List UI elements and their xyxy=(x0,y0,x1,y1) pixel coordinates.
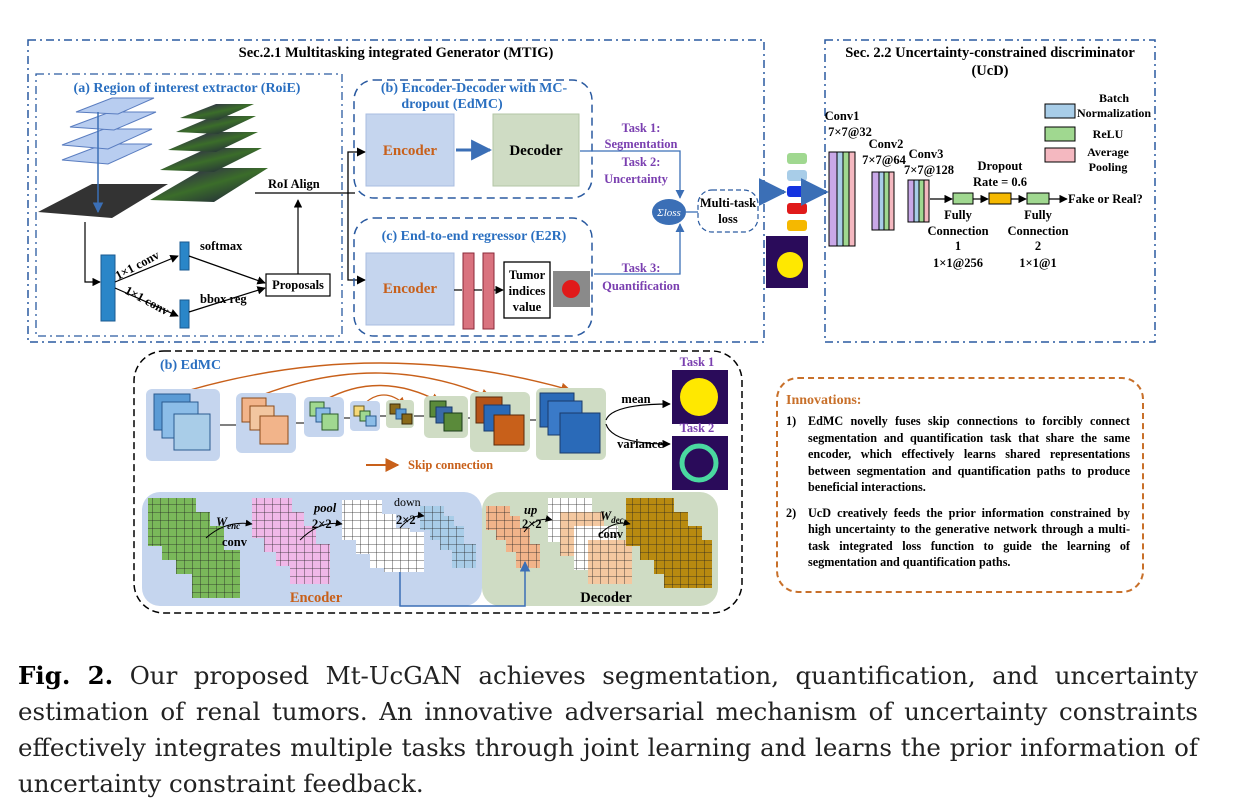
fc1-label-1: Fully xyxy=(944,208,973,222)
task1-label: Task 1: xyxy=(622,121,661,135)
edmc-title-1: (b) Encoder-Decoder with MC- xyxy=(381,81,568,96)
fc2-spec: 1×1@1 xyxy=(1019,256,1057,270)
w-dec-label: Wdec xyxy=(600,509,624,525)
legend-label-relu: ReLU xyxy=(1093,127,1124,141)
sigma-loss-node xyxy=(652,199,686,225)
up-label: up xyxy=(524,503,537,517)
ucd-title-2: (UcD) xyxy=(971,63,1008,79)
innovations-box: Innovations: 1) EdMC novelly fuses skip … xyxy=(776,377,1144,593)
e2r-title: (c) End-to-end regressor (E2R) xyxy=(382,229,567,244)
mean-label: mean xyxy=(621,392,650,406)
task3-label: Task 3: xyxy=(622,261,661,275)
bbox-reg-label: bbox reg xyxy=(200,292,247,306)
dropout-rate: Rate = 0.6 xyxy=(973,175,1027,189)
e2r-encoder-block xyxy=(365,252,455,326)
task2-output-label: Task 2 xyxy=(680,421,715,435)
decoder-grids xyxy=(486,498,712,588)
sigma-loss-label: Σloss xyxy=(656,207,681,219)
task1-output-label: Task 1 xyxy=(680,355,715,369)
encoder-block xyxy=(365,113,455,187)
innovation-text: UcD creatively feeds the prior informati… xyxy=(808,505,1130,570)
down-size: 2×2 xyxy=(396,513,416,527)
legend-swatch-relu xyxy=(1044,126,1076,142)
softmax-label: softmax xyxy=(200,239,243,253)
w-enc-label: Wenc xyxy=(216,515,240,531)
legend-label-bn-2: Normalization xyxy=(1077,106,1151,120)
conv1-spec: 7×7@32 xyxy=(828,125,872,139)
task2-label: Task 2: xyxy=(622,155,661,169)
mtig-title: Sec.2.1 Multitasking integrated Generato… xyxy=(239,45,554,61)
conv3-label: Conv3 xyxy=(909,147,944,161)
edmc-detail: (b) EdMC mean variance Task 1 Task xyxy=(133,350,743,614)
edmc-title-2: dropout (EdMC) xyxy=(401,97,503,112)
encoder-grids xyxy=(148,498,476,598)
ucd-section: Sec. 2.2 Uncertainty-constrained discrim… xyxy=(824,39,1156,343)
conv2-spec: 7×7@64 xyxy=(862,153,907,167)
innovation-item: 1) EdMC novelly fuses skip connections t… xyxy=(786,413,1130,496)
dropout-label: Dropout xyxy=(978,159,1024,173)
figure-caption: Fig. 2. Our proposed Mt-UcGAN achieves s… xyxy=(18,658,1198,802)
ucd-input xyxy=(758,153,829,288)
output-label: Fake or Real? xyxy=(1068,192,1143,206)
innovation-item: 2) UcD creatively feeds the prior inform… xyxy=(786,505,1130,571)
fc2-label-1: Fully xyxy=(1024,208,1053,222)
multitask-label-1: Multi-task xyxy=(700,196,756,210)
rpn-conv-block xyxy=(100,254,116,322)
quantification-label: Quantification xyxy=(602,279,680,293)
legend-label-bn-1: Batch xyxy=(1099,91,1129,105)
architecture-diagram: Sec.2.1 Multitasking integrated Generato… xyxy=(27,39,1156,614)
uncertainty-label: Uncertainty xyxy=(604,172,669,186)
e2r-encoder-label: Encoder xyxy=(383,281,438,297)
edmc-detail-title: (b) EdMC xyxy=(160,358,221,373)
conv-bottom-label: 1×1 conv xyxy=(123,283,172,318)
skip-legend-label: Skip connection xyxy=(408,458,493,472)
caption-label: Fig. 2. xyxy=(18,661,114,690)
caption-text: Our proposed Mt-UcGAN achieves segmentat… xyxy=(18,661,1198,798)
decoder-panel-label: Decoder xyxy=(580,590,632,606)
feature-pyramid xyxy=(38,97,268,218)
decoder-label: Decoder xyxy=(509,143,563,159)
legend-label-pool-1: Average xyxy=(1087,145,1129,159)
tumor-label-1: Tumor xyxy=(509,268,546,282)
legend-label-pool-2: Pooling xyxy=(1089,160,1128,174)
up-size: 2×2 xyxy=(522,517,542,531)
enc-conv-label: conv xyxy=(222,535,248,549)
conv2-label: Conv2 xyxy=(869,137,904,151)
conv1-label: Conv1 xyxy=(825,109,860,123)
down-label: down xyxy=(394,495,421,509)
legend-swatch-bn xyxy=(1044,103,1076,119)
proposals-label: Proposals xyxy=(272,278,324,292)
innovation-number: 1) xyxy=(786,414,797,428)
multitask-loss-box xyxy=(697,189,759,233)
multitask-label-2: loss xyxy=(718,212,738,226)
encoder-label: Encoder xyxy=(383,143,438,159)
e2r-module: (c) End-to-end regressor (E2R) Encoder T… xyxy=(353,217,593,337)
pool-label: pool xyxy=(313,501,337,515)
fc1-label-2: Connection xyxy=(927,224,988,238)
ucd-title-1: Sec. 2.2 Uncertainty-constrained discrim… xyxy=(845,45,1135,61)
dec-conv-label: conv xyxy=(598,527,624,541)
roie-module: (a) Region of interest extractor (RoiE) … xyxy=(35,73,355,337)
fc2-label-3: 2 xyxy=(1035,239,1041,253)
tumor-indices-box xyxy=(503,261,551,319)
fc1-spec: 1×1@256 xyxy=(933,256,983,270)
tumor-label-3: value xyxy=(513,300,542,314)
fc1-label-3: 1 xyxy=(955,239,961,253)
encoder-panel-label: Encoder xyxy=(290,590,343,606)
conv3-spec: 7×7@128 xyxy=(904,163,954,177)
fc2-label-2: Connection xyxy=(1007,224,1068,238)
pool-size: 2×2 xyxy=(312,517,332,531)
roi-align-label: RoI Align xyxy=(268,177,320,191)
legend-swatch-pool xyxy=(1044,147,1076,163)
decoder-block xyxy=(492,113,580,187)
roie-title: (a) Region of interest extractor (RoiE) xyxy=(74,81,301,96)
innovation-text: EdMC novelly fuses skip connections to f… xyxy=(808,414,1130,494)
ucd-legend: Batch Normalization ReLU Average Pooling xyxy=(1044,91,1151,174)
innovations-title: Innovations: xyxy=(786,393,862,408)
tumor-label-2: indices xyxy=(509,284,546,298)
innovation-number: 2) xyxy=(786,505,797,520)
segmentation-label: Segmentation xyxy=(605,137,678,151)
edmc-module: (b) Encoder-Decoder with MC- dropout (Ed… xyxy=(353,79,593,199)
variance-label: variance xyxy=(617,437,663,451)
